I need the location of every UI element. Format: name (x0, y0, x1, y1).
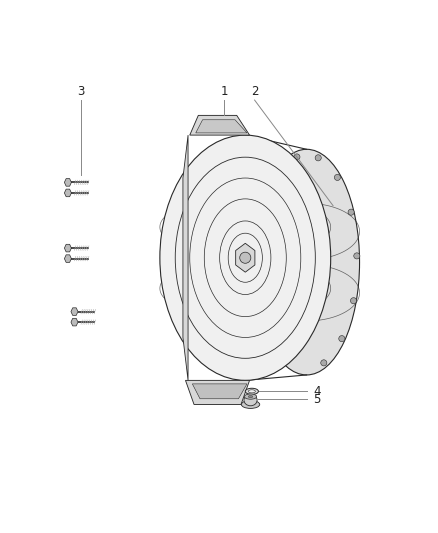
Ellipse shape (244, 394, 257, 399)
Circle shape (315, 155, 321, 161)
Circle shape (240, 252, 251, 263)
Circle shape (274, 172, 280, 178)
Polygon shape (236, 243, 255, 272)
Text: 5: 5 (313, 393, 321, 406)
Polygon shape (64, 189, 71, 197)
Ellipse shape (245, 388, 258, 394)
Circle shape (350, 297, 357, 304)
Polygon shape (71, 308, 78, 316)
Circle shape (321, 360, 327, 366)
Circle shape (339, 336, 345, 342)
Polygon shape (64, 179, 71, 186)
Polygon shape (192, 384, 247, 399)
Circle shape (348, 209, 354, 215)
Ellipse shape (244, 394, 257, 406)
Text: 3: 3 (78, 85, 85, 98)
Polygon shape (196, 120, 247, 133)
Text: 4: 4 (313, 385, 321, 398)
Circle shape (294, 154, 300, 160)
Polygon shape (183, 135, 188, 381)
Ellipse shape (248, 395, 253, 398)
Circle shape (334, 174, 340, 181)
Ellipse shape (248, 390, 255, 393)
Ellipse shape (160, 135, 331, 381)
Text: 1: 1 (220, 85, 228, 98)
Circle shape (260, 205, 266, 212)
Text: 2: 2 (251, 85, 258, 98)
Polygon shape (160, 135, 360, 262)
Polygon shape (71, 318, 78, 326)
Ellipse shape (254, 149, 360, 375)
Circle shape (354, 253, 360, 259)
Polygon shape (64, 244, 71, 252)
Ellipse shape (241, 400, 260, 408)
Polygon shape (190, 115, 250, 135)
Polygon shape (160, 258, 360, 381)
Polygon shape (64, 255, 71, 262)
Polygon shape (186, 381, 250, 405)
